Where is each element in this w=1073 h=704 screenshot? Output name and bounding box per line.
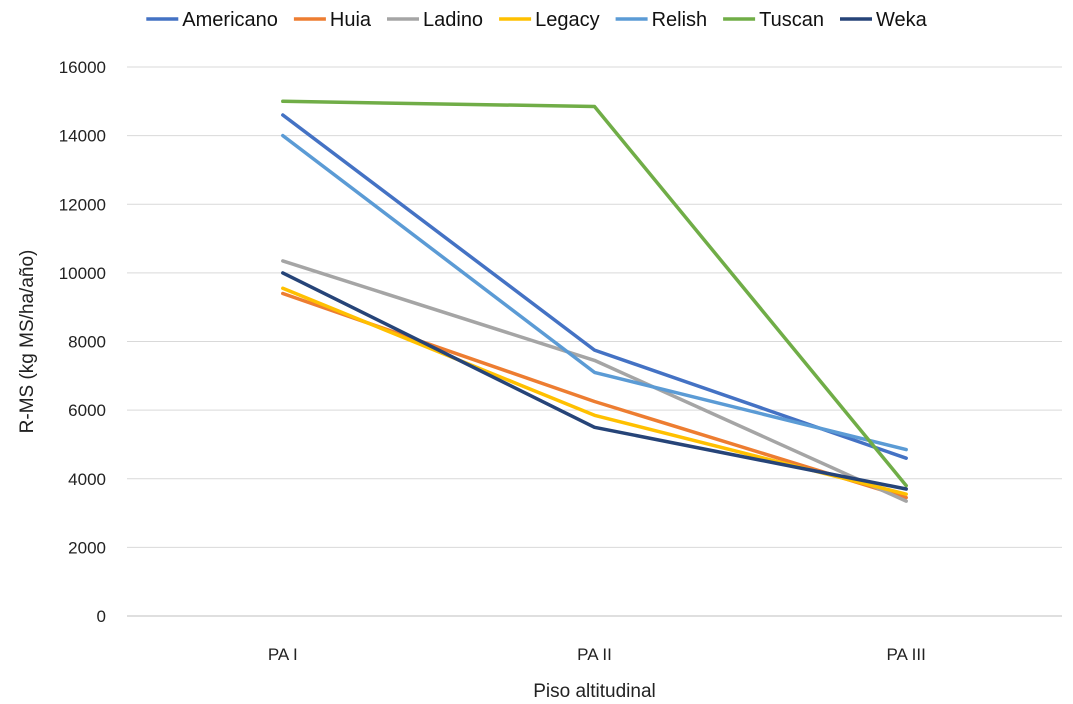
legend-item-legacy: Legacy [499,9,600,31]
x-tick-label: PA II [577,645,612,664]
series-line-ladino [281,259,908,503]
legend-label: Legacy [535,9,600,31]
series-line-americano [281,113,908,460]
legend-label: Huia [330,9,372,31]
legend-item-ladino: Ladino [387,9,483,31]
gridlines [127,66,1062,617]
legend-label: Weka [876,9,928,31]
legend-label: Relish [652,9,708,31]
y-tick-label: 0 [97,607,106,626]
x-axis-title: Piso altitudinal [533,681,656,702]
legend-item-huia: Huia [293,9,372,31]
x-tick-label: PA III [886,645,925,664]
series-line-relish [281,133,908,452]
legend: Americano Huia Ladino Legacy Relish Tuscan Wek… [146,9,928,31]
x-axis-tick-labels: PA I PA II PA III [268,645,926,664]
series-line-huia [281,291,908,500]
y-tick-label: 12000 [59,195,106,214]
y-axis-title: R-MS (kg MS/ha/año) [17,250,38,434]
legend-item-weka: Weka [840,9,928,31]
y-tick-label: 8000 [68,333,106,352]
y-tick-label: 16000 [59,58,106,77]
y-tick-label: 6000 [68,401,106,420]
legend-item-americano: Americano [146,9,278,31]
legend-item-relish: Relish [615,9,708,31]
legend-item-tuscan: Tuscan [723,9,824,31]
series-lines [281,99,908,503]
y-tick-label: 4000 [68,470,106,489]
y-tick-label: 2000 [68,538,106,557]
legend-label: Tuscan [759,9,824,31]
series-line-tuscan [281,99,908,488]
series-line-weka [281,271,908,491]
y-tick-label: 14000 [59,127,106,146]
legend-label: Americano [182,9,278,31]
y-axis-tick-labels: 0 2000 4000 6000 8000 10000 12000 14000 16000 [59,58,106,626]
y-tick-label: 10000 [59,264,106,283]
x-tick-label: PA I [268,645,298,664]
legend-label: Ladino [423,9,483,31]
